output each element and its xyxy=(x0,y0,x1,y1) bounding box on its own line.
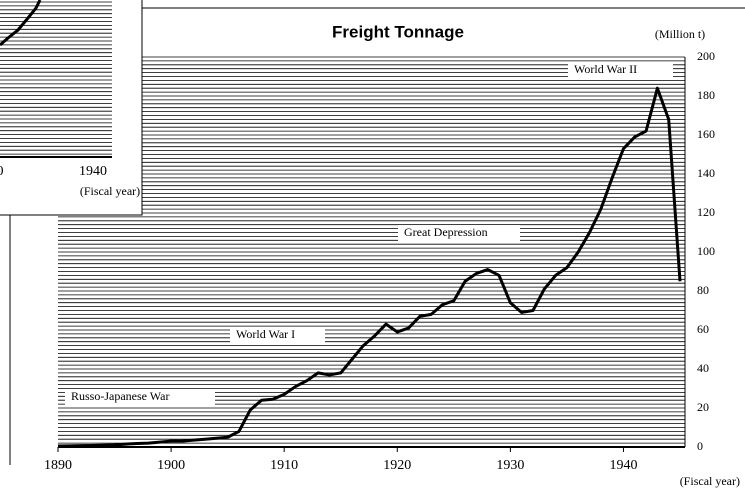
plot: 0 20 40 60 80 100 120 140 160 180 200 World War II G… xyxy=(44,49,715,473)
y-tick-label: 120 xyxy=(697,205,715,219)
inset-grid xyxy=(0,1,112,155)
x-tick-label: 1920 xyxy=(383,458,411,473)
y-tick-label: 80 xyxy=(697,283,709,297)
annotation: Russo-Japanese War xyxy=(71,389,169,403)
y-tick-label: 20 xyxy=(697,400,709,414)
annotation: Great Depression xyxy=(404,225,488,239)
x-tick-label: 1900 xyxy=(157,458,185,473)
annotation: World War I xyxy=(236,327,295,341)
y-tick-label: 160 xyxy=(697,127,715,141)
x-tick-label: 1890 xyxy=(44,458,72,473)
inset-curve xyxy=(0,0,42,47)
annotation: World War II xyxy=(574,62,637,76)
y-tick-label: 60 xyxy=(697,322,709,336)
inset-tick-label: 1940 xyxy=(79,164,107,179)
x-axis-label: (Fiscal year) xyxy=(680,474,740,488)
inset-x-axis-label: (Fiscal year) xyxy=(80,184,140,198)
data-line xyxy=(57,86,682,448)
y-axis-label: (Million t) xyxy=(655,27,705,41)
y-tick-label: 100 xyxy=(697,244,715,258)
x-tick-label: 1940 xyxy=(609,458,637,473)
annotation-box xyxy=(230,327,325,343)
inset-tick-label: 0 xyxy=(0,164,4,179)
inset: 0 1940 (Fiscal year) xyxy=(0,0,143,216)
y-tick-label: 0 xyxy=(697,439,703,453)
y-tick-label: 200 xyxy=(697,49,715,63)
annotation-box xyxy=(65,389,215,405)
y-tick-label: 140 xyxy=(697,166,715,180)
annotation-box xyxy=(398,225,520,241)
y-tick-label: 180 xyxy=(697,88,715,102)
annotation-box xyxy=(568,62,673,78)
y-tick-label: 40 xyxy=(697,361,709,375)
x-tick-label: 1910 xyxy=(270,458,298,473)
chart-title: Freight Tonnage xyxy=(332,22,464,41)
x-tick-label: 1930 xyxy=(496,458,524,473)
